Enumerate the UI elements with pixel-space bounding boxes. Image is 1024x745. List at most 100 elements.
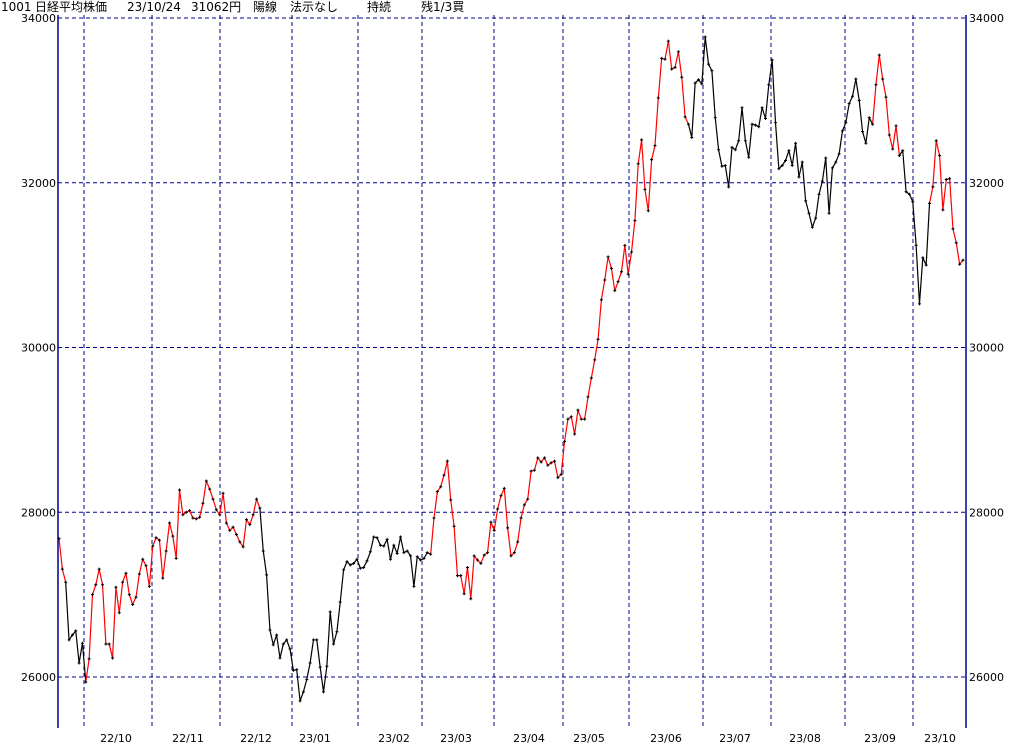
price-point [683, 115, 687, 119]
price-segment [821, 157, 827, 182]
price-point [385, 537, 389, 541]
price-segment [553, 461, 559, 478]
price-segment [614, 281, 619, 291]
price-point [891, 147, 895, 151]
price-segment [922, 257, 927, 266]
price-point [727, 185, 731, 189]
price-segment [570, 416, 576, 435]
price-segment [239, 541, 244, 548]
price-segment [299, 691, 304, 702]
price-point [589, 376, 593, 380]
price-segment [460, 575, 465, 594]
price-segment [560, 441, 566, 475]
price-segment [219, 493, 224, 515]
price-point [837, 152, 841, 156]
price-point [844, 121, 848, 125]
x-tick-label: 22/12 [240, 732, 272, 745]
price-point [941, 208, 945, 212]
price-point [787, 149, 791, 153]
price-point [800, 160, 804, 164]
price-point [298, 699, 302, 703]
price-segment [199, 503, 204, 518]
x-tick-label: 23/09 [864, 732, 896, 745]
price-segment [175, 489, 181, 559]
price-point [549, 461, 553, 465]
price-segment [774, 122, 780, 169]
price-point [171, 534, 175, 538]
price-segment [249, 514, 254, 525]
price-segment [332, 631, 338, 645]
price-point [315, 638, 319, 642]
price-segment [885, 97, 890, 136]
price-point [522, 503, 526, 507]
price-point [559, 472, 563, 476]
price-point [911, 200, 915, 204]
price-segment [574, 410, 579, 435]
price-point [814, 216, 818, 220]
price-segment [540, 457, 545, 463]
price-point [804, 199, 808, 203]
price-point [506, 526, 510, 530]
price-point [656, 96, 660, 100]
price-point [322, 690, 326, 694]
price-point [388, 557, 392, 561]
price-segment [687, 124, 693, 138]
price-segment [61, 568, 67, 583]
price-segment [98, 568, 104, 585]
y-tick-label-right: 34000 [969, 12, 1004, 25]
price-segment [768, 59, 773, 85]
price-point [553, 459, 557, 463]
price-segment [296, 669, 301, 701]
price-point [358, 566, 362, 570]
price-point [372, 535, 376, 539]
price-segment [189, 510, 194, 519]
price-point [576, 408, 580, 412]
price-segment [764, 84, 770, 119]
price-segment [654, 97, 659, 146]
price-point [599, 298, 603, 302]
price-point [271, 643, 275, 647]
price-segment [684, 116, 689, 125]
price-segment [128, 594, 134, 605]
price-segment [443, 461, 448, 476]
price-point [817, 192, 821, 196]
price-segment [339, 569, 345, 603]
price-segment [861, 131, 867, 144]
price-point [198, 515, 202, 519]
price-point [961, 258, 965, 262]
price-point [399, 535, 403, 539]
price-segment [788, 150, 793, 166]
price-segment [78, 643, 84, 664]
price-point [459, 574, 463, 578]
price-point [633, 219, 637, 223]
price-segment [748, 124, 753, 158]
price-segment [81, 643, 87, 682]
price-segment [480, 554, 485, 564]
price-point [894, 124, 898, 128]
position-status: 残1/3買 [421, 0, 465, 14]
price-segment [698, 79, 703, 85]
price-segment [724, 165, 730, 187]
price-segment [406, 550, 412, 557]
price-point [231, 525, 235, 529]
price-segment [875, 55, 880, 85]
price-point [425, 551, 429, 555]
price-segment [938, 155, 944, 210]
price-point [810, 225, 814, 229]
price-segment [286, 639, 291, 650]
price-point [164, 549, 168, 553]
price-point [452, 524, 456, 528]
price-segment [319, 667, 325, 692]
price-segment [848, 96, 854, 104]
price-segment [168, 522, 174, 537]
price-point [265, 573, 269, 577]
y-tick-label-left: 26000 [21, 671, 56, 684]
price-point [415, 555, 419, 559]
price-point [191, 516, 195, 520]
price-point [834, 160, 838, 164]
price-point [603, 278, 607, 282]
price-point [362, 565, 366, 569]
price-point [60, 567, 64, 571]
price-point [901, 149, 905, 153]
candle-type: 陽線 [253, 0, 278, 14]
